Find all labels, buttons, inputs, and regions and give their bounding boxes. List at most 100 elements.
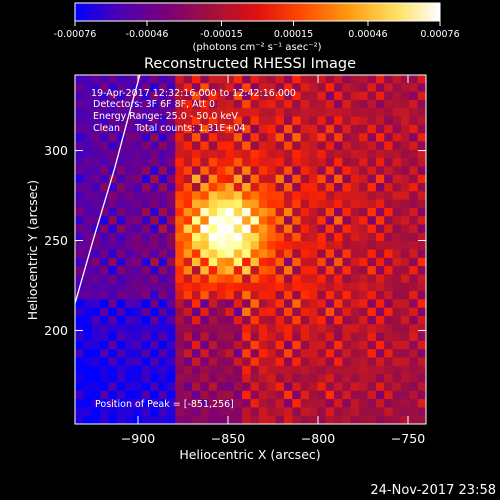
heatmap-pixel — [334, 108, 344, 118]
heatmap-pixel — [242, 415, 252, 424]
heatmap-pixel — [192, 365, 201, 375]
heatmap-pixel — [267, 257, 277, 267]
heatmap-pixel — [100, 158, 110, 168]
heatmap-pixel — [250, 399, 260, 408]
heatmap-pixel — [334, 166, 344, 176]
heatmap-pixel — [392, 365, 402, 375]
heatmap-pixel — [250, 266, 260, 276]
heatmap-pixel — [283, 191, 293, 201]
heatmap-pixel — [400, 83, 410, 93]
heatmap-pixel — [242, 257, 252, 267]
heatmap-pixel — [325, 399, 335, 408]
heatmap-pixel — [225, 382, 235, 392]
heatmap-pixel — [400, 183, 410, 192]
heatmap-pixel — [325, 415, 335, 424]
heatmap-pixel — [267, 224, 277, 234]
heatmap-pixel — [125, 83, 135, 93]
heatmap-pixel — [91, 183, 101, 192]
heatmap-pixel — [208, 149, 218, 159]
y-tick-label: 300 — [44, 143, 68, 158]
heatmap-pixel — [342, 324, 352, 334]
heatmap-pixel — [166, 324, 176, 334]
heatmap-pixel — [225, 141, 235, 151]
heatmap-pixel — [309, 365, 318, 375]
heatmap-pixel — [100, 291, 110, 300]
heatmap-pixel — [75, 83, 84, 93]
heatmap-pixel — [125, 191, 135, 201]
heatmap-pixel — [108, 158, 118, 168]
heatmap-pixel — [400, 266, 410, 276]
heatmap-pixel — [200, 207, 210, 217]
heatmap-pixel — [325, 266, 335, 276]
heatmap-pixel — [342, 382, 352, 392]
heatmap-pixel — [309, 307, 318, 317]
heatmap-pixel — [108, 116, 118, 126]
heatmap-pixel — [359, 390, 369, 400]
heatmap-pixel — [384, 216, 394, 226]
heatmap-pixel — [175, 357, 185, 367]
heatmap-pixel — [275, 349, 285, 359]
heatmap-pixel — [359, 365, 369, 375]
heatmap-pixel — [342, 332, 352, 342]
heatmap-pixel — [233, 99, 243, 109]
heatmap-pixel — [359, 299, 369, 309]
heatmap-pixel — [317, 257, 327, 267]
heatmap-pixel — [258, 191, 268, 201]
heatmap-pixel — [275, 75, 285, 84]
heatmap-pixel — [242, 274, 252, 284]
heatmap-pixel — [166, 108, 176, 118]
heatmap-pixel — [317, 349, 327, 359]
heatmap-pixel — [242, 332, 252, 342]
heatmap-pixel — [242, 407, 252, 417]
heatmap-pixel — [309, 232, 318, 242]
heatmap-pixel — [83, 232, 93, 242]
heatmap-pixel — [292, 216, 302, 226]
heatmap-pixel — [250, 274, 260, 284]
heatmap-pixel — [200, 75, 210, 84]
heatmap-pixel — [158, 141, 168, 151]
x-tick-label: −900 — [121, 431, 155, 446]
heatmap-pixel — [233, 141, 243, 151]
heatmap-pixel — [250, 357, 260, 367]
heatmap-pixel — [258, 108, 268, 118]
heatmap-pixel — [141, 266, 151, 276]
heatmap-pixel — [75, 75, 84, 84]
heatmap-pixel — [133, 141, 143, 151]
colorbar-tick-label: 0.00046 — [348, 29, 387, 40]
heatmap-pixel — [300, 241, 310, 251]
heatmap-pixel — [417, 183, 426, 192]
heatmap-pixel — [275, 116, 285, 126]
heatmap-pixel — [242, 365, 252, 375]
heatmap-pixel — [342, 232, 352, 242]
heatmap-pixel — [175, 133, 185, 143]
heatmap-pixel — [175, 257, 185, 267]
heatmap-pixel — [200, 224, 210, 234]
heatmap-pixel — [116, 207, 126, 217]
heatmap-pixel — [233, 257, 243, 267]
heatmap-pixel — [384, 399, 394, 408]
heatmap-pixel — [91, 374, 101, 384]
heatmap-pixel — [233, 365, 243, 375]
heatmap-pixel — [175, 174, 185, 184]
heatmap-pixel — [192, 357, 201, 367]
heatmap-pixel — [309, 249, 318, 259]
heatmap-pixel — [300, 207, 310, 217]
heatmap-pixel — [309, 374, 318, 384]
heatmap-pixel — [83, 324, 93, 334]
heatmap-pixel — [392, 340, 402, 350]
heatmap-pixel — [292, 75, 302, 84]
heatmap-pixel — [83, 99, 93, 109]
heatmap-pixel — [292, 183, 302, 192]
colorbar-gradient — [74, 2, 441, 22]
heatmap-pixel — [250, 415, 260, 424]
heatmap-pixel — [367, 108, 377, 118]
heatmap-pixel — [350, 158, 360, 168]
heatmap-pixel — [417, 207, 426, 217]
heatmap-pixel — [175, 183, 185, 192]
heatmap-pixel — [283, 91, 293, 101]
heatmap-pixel — [375, 407, 385, 417]
heatmap-pixel — [400, 232, 410, 242]
heatmap-pixel — [233, 407, 243, 417]
heatmap-pixel — [141, 224, 151, 234]
heatmap-pixel — [334, 191, 344, 201]
